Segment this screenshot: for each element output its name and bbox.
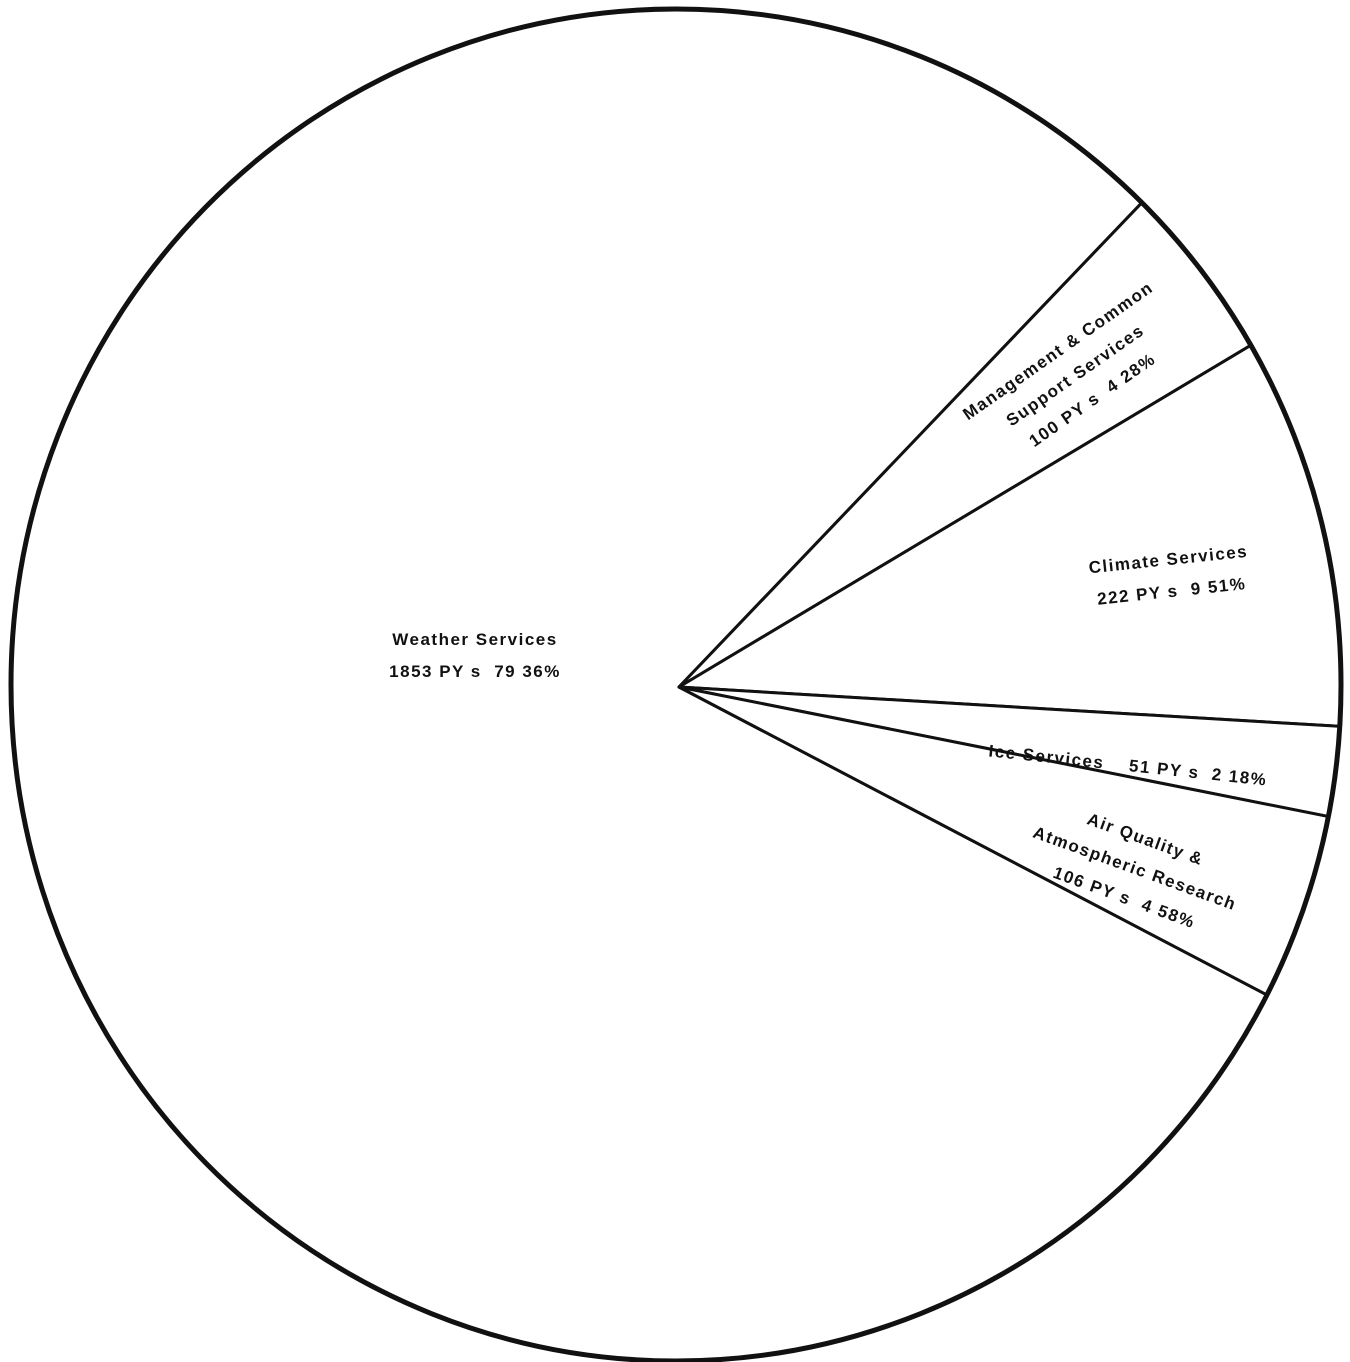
slice-label: Weather Services xyxy=(392,630,557,649)
pie-border xyxy=(8,6,1344,1362)
slice-label: 1853 PY s 79 36% xyxy=(389,662,561,681)
slice-label-group: Weather Services 1853 PY s 79 36% xyxy=(389,630,561,681)
